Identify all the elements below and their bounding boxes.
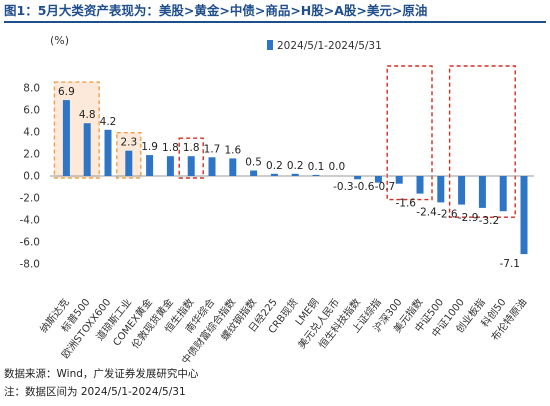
data-label: 1.8 bbox=[162, 142, 179, 154]
bar bbox=[62, 100, 70, 176]
data-label: 6.9 bbox=[58, 86, 75, 98]
source-note: 数据来源：Wind，广发证券发展研究中心 bbox=[4, 368, 199, 380]
y-tick-label: 4.0 bbox=[23, 127, 40, 139]
highlight-box-orange bbox=[53, 81, 100, 179]
data-label: 0.0 bbox=[328, 161, 345, 173]
data-label: -2.4 bbox=[416, 206, 437, 218]
bar bbox=[395, 176, 403, 184]
data-labels: 6.9 4.8 4.22.3 1.9 1.8 1.8 1.7 1.6 0.5 0.2 0.2 0.1 0… bbox=[58, 86, 520, 270]
bar bbox=[312, 174, 320, 176]
bar bbox=[478, 176, 486, 208]
bar bbox=[250, 170, 258, 176]
data-label: 1.9 bbox=[141, 141, 158, 153]
data-label: 1.8 bbox=[183, 142, 200, 154]
bar bbox=[229, 158, 237, 176]
bar bbox=[437, 176, 445, 203]
data-label: -1.6 bbox=[396, 198, 417, 210]
data-label: 0.5 bbox=[245, 157, 262, 169]
y-axis: 8.0 6.0 4.0 2.0 0.0 -2.0 -4.0 -6.0 -8.0 bbox=[20, 83, 41, 271]
data-label: 0.2 bbox=[287, 160, 304, 172]
period-note: 注：数据区间为 2024/5/1-2024/5/31 bbox=[4, 386, 186, 398]
data-label: -0.7 bbox=[375, 181, 396, 193]
bar bbox=[166, 156, 174, 176]
bar bbox=[374, 176, 382, 183]
bar bbox=[354, 176, 362, 180]
bar bbox=[458, 176, 466, 205]
y-tick-label: 2.0 bbox=[23, 149, 40, 161]
bar bbox=[270, 173, 278, 176]
y-tick-label: -8.0 bbox=[20, 259, 41, 271]
bar bbox=[291, 173, 299, 176]
data-label: -7.1 bbox=[500, 258, 521, 270]
highlight-box-red bbox=[386, 65, 433, 201]
y-unit-label: (%) bbox=[50, 34, 69, 47]
data-label: -2.9 bbox=[458, 212, 479, 224]
figure-title: 图1：5月大类资产表现为：美股>黄金>中债>商品>H股>A股>美元>原油 bbox=[4, 3, 428, 18]
legend-label: 2024/5/1-2024/5/31 bbox=[277, 40, 382, 52]
data-label: 1.6 bbox=[224, 144, 241, 156]
data-label: 1.7 bbox=[204, 143, 221, 155]
data-label: -3.2 bbox=[479, 215, 500, 227]
highlight-box-red bbox=[178, 137, 204, 179]
data-label: -2.6 bbox=[437, 209, 458, 221]
x-axis-categories: 纳斯达克标普500欧洲STOXX600道琼斯工业COMEX黄金伦敦现货黄金恒生指… bbox=[37, 296, 529, 362]
bar-chart: 8.0 6.0 4.0 2.0 0.0 -2.0 -4.0 -6.0 -8.0 6.9 4.8 4.… bbox=[20, 34, 534, 362]
data-label: -0.3 bbox=[333, 181, 354, 193]
data-label: -0.6 bbox=[354, 181, 375, 193]
y-tick-label: 8.0 bbox=[23, 83, 40, 95]
bar bbox=[187, 156, 195, 176]
bar bbox=[125, 150, 133, 176]
data-label: 2.3 bbox=[120, 137, 137, 149]
data-label: 0.1 bbox=[308, 161, 325, 173]
bar bbox=[104, 129, 112, 176]
bar bbox=[208, 157, 216, 176]
bar bbox=[416, 176, 424, 194]
y-tick-label: -2.0 bbox=[20, 193, 41, 205]
bar bbox=[520, 176, 528, 255]
bar bbox=[499, 176, 507, 212]
y-tick-label: -4.0 bbox=[20, 215, 41, 227]
bar bbox=[146, 155, 154, 176]
highlight-box-red bbox=[448, 65, 516, 218]
y-tick-label: 6.0 bbox=[23, 105, 40, 117]
y-tick-label: 0.0 bbox=[23, 171, 40, 183]
data-label: 4.8 bbox=[79, 109, 96, 121]
bars bbox=[62, 100, 528, 255]
y-tick-label: -6.0 bbox=[20, 237, 41, 249]
highlight-layer bbox=[53, 65, 516, 218]
legend-swatch bbox=[267, 40, 273, 50]
bar bbox=[83, 123, 91, 176]
data-label: 4.2 bbox=[100, 116, 117, 128]
data-label: 0.2 bbox=[266, 160, 283, 172]
title-rule bbox=[4, 21, 546, 23]
